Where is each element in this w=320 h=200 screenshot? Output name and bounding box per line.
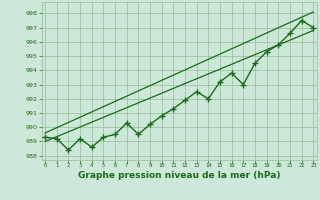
X-axis label: Graphe pression niveau de la mer (hPa): Graphe pression niveau de la mer (hPa)	[78, 171, 280, 180]
